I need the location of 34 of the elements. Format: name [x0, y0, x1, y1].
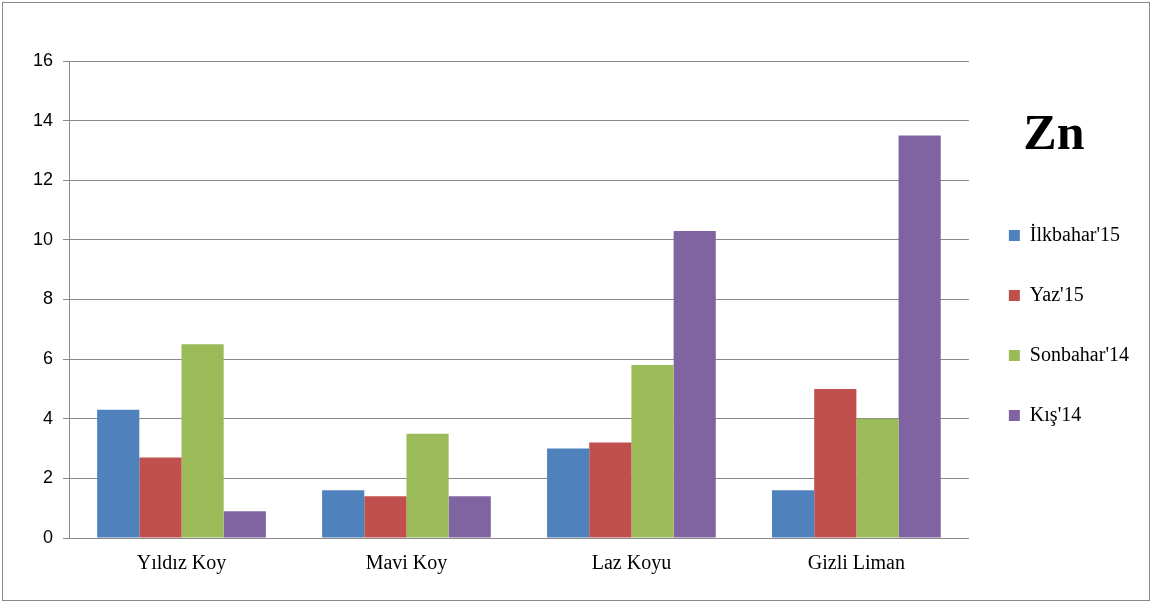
y-tick-label: 10: [32, 228, 54, 249]
bar: [364, 496, 407, 538]
bar: [631, 365, 674, 538]
bar: [772, 490, 815, 538]
y-tick-label: 14: [32, 109, 54, 130]
legend-label: Kış'14: [1029, 402, 1082, 426]
y-tick-label: 0: [43, 526, 54, 547]
bar: [322, 490, 365, 538]
y-tick-label: 2: [43, 467, 54, 488]
bar: [547, 448, 590, 538]
legend-label: İlkbahar'15: [1029, 222, 1121, 245]
x-tick-label: Mavi Koy: [365, 551, 448, 575]
y-tick-label: 16: [32, 49, 54, 70]
x-tick-label: Laz Koyu: [591, 551, 672, 575]
bar: [448, 496, 491, 538]
bar: [406, 433, 449, 538]
x-tick-label: Yıldız Koy: [136, 551, 227, 575]
bar: [673, 230, 716, 538]
y-tick-label: 8: [43, 288, 54, 309]
x-tick-label: Gizli Liman: [807, 551, 905, 574]
legend-label: Yaz'15: [1029, 282, 1084, 305]
bar: [814, 388, 857, 538]
bar: [139, 457, 182, 538]
y-tick-label: 12: [32, 169, 54, 190]
y-tick-label: 4: [43, 407, 54, 428]
text: Zn: [1023, 103, 1085, 160]
bar: [589, 442, 632, 538]
bar: [223, 511, 266, 538]
y-tick-label: 6: [43, 348, 54, 369]
bar: [181, 344, 224, 538]
legend-label: Sonbahar'14: [1029, 342, 1129, 365]
bar: [898, 135, 941, 538]
bar: [97, 409, 140, 538]
bar: [856, 418, 899, 538]
